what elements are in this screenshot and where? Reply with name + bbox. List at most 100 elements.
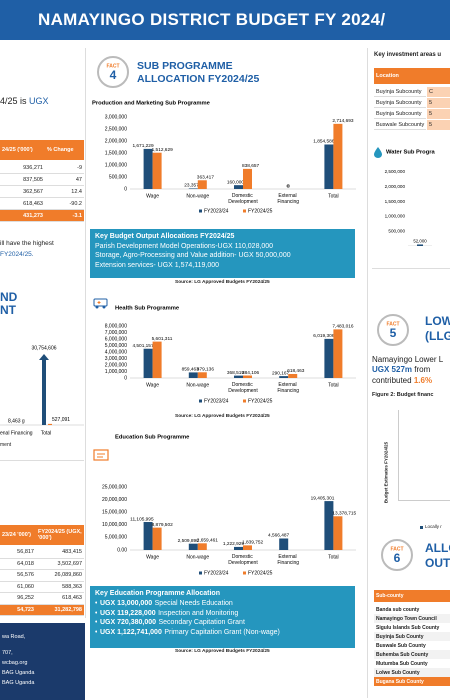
bar [234,546,243,550]
allocation-table: 23/24 '000') FY2024/25 (UGX, '000') 56,817… [0,525,84,620]
legend-label: Locally r [425,524,442,529]
table-cell: Buswale Sub County [376,642,426,649]
health-icon [93,298,108,309]
box-item: • UGX 119,228,000 Inspection and Monitorin… [95,609,353,619]
badge-number: 6 [394,551,401,565]
value-label: 1,671,229 [132,143,153,149]
icon-shape [374,147,382,158]
table-header: Location [374,68,450,84]
x-tick-label: Total [328,554,339,560]
y-tick-label: 500,000 [388,228,405,233]
health-chart: Health Sub Programme01,000,0002,000,0003… [105,306,356,404]
header-title: NAMAYINGO DISTRICT BUDGET FY 2024/ [38,10,386,29]
y-tick-label: 500,000 [109,174,127,180]
legend-swatch [199,399,202,403]
fact-badge: FACT 6 [381,539,413,571]
badge-circle [381,539,413,571]
education-icon [93,449,109,461]
source: Source: LG Approved Budgets FY2024/25 [175,414,270,419]
value-label: 8,879,502 [152,522,173,528]
bar [333,516,343,550]
value-label: 0 [287,183,290,189]
y-tick-label: 1,500,000 [385,199,406,204]
bar [197,180,207,189]
badge-label: FACT [106,63,119,69]
intro: 4/25 is UGX [0,96,49,106]
figure-title: Figure 2: Budget financ [372,392,434,398]
table-cell: 56,576 [0,570,36,582]
water-icon [374,147,382,158]
divider [367,48,368,698]
value-label: 6,019,306 [313,333,334,339]
bar [197,543,207,550]
bar [324,144,334,189]
badge-circle [377,314,409,346]
legend-label: FY2023/24 [204,570,229,576]
output-box-text: Key Budget Output Allocations FY2024/25 P… [95,232,353,270]
value-label: 859,463 [182,367,200,373]
bar [243,545,252,550]
bar [152,152,162,189]
legend-swatch [420,526,423,529]
value-label: 30,754,606 [31,345,56,351]
table-cell: 64,018 [0,559,36,570]
y-tick-label: 5,000,000 [105,535,127,541]
bar [48,423,52,425]
axis-label: Budget Estimates FY2024/25 [383,441,389,504]
table-cell: 362,567 [0,186,45,198]
fact-text-part: from [414,365,431,374]
bar [188,543,198,550]
bar [197,372,207,378]
investments-table: Location Buyinja Subcounty C Buyinja Subcou… [374,68,450,132]
box-text: Special Needs Education [154,600,233,607]
fact-badge: FACT 4 [97,56,129,88]
bar [324,501,334,550]
divider [0,460,84,461]
table-cell: 588,363 [36,582,84,593]
fact-text: Namayingo Lower L [372,355,444,364]
table-cell: -3.1 [45,210,84,222]
table-cell: 96,252 [0,593,36,605]
divider [372,268,450,269]
box-text: Primary Capitation Grant (Non-wage) [164,628,280,636]
production-chart: Production and Marketing Sub Programme 0 5… [92,101,356,214]
value-label: 5,601,311 [152,336,173,342]
fact-title: SUB PROGRAMME [137,60,233,72]
box-item: • UGX 1,122,741,000 Primary Capitation Gra… [95,628,353,638]
intro-highlight: UGX [29,96,49,106]
table-cell: 5 [427,98,450,108]
y-tick-label: 0 [124,375,127,381]
y-tick-label: 1,000,000 [105,369,127,375]
section-heading: NT [0,303,16,317]
table-cell: Buyinja Subcounty [374,87,426,97]
icon-shape [93,449,109,461]
box-text: Inspection and Monitoring [158,609,239,617]
table-cell: 12.4 [45,186,84,198]
fact-badge: FACT 5 [377,314,409,346]
table-cell: 31,282,798 [36,604,84,616]
legend-swatch [243,209,246,213]
y-tick-label: 6,000,000 [105,336,127,342]
x-tick-label: External Financing [277,193,299,205]
value-label: 527,091 [52,417,70,423]
bar [143,522,153,550]
table-cell: 618,463 [36,593,84,605]
investments-title: Key investment areas u [374,52,442,58]
axis-line [398,500,450,501]
icon-shape [95,305,99,309]
x-tick-label: Total [328,193,339,199]
header-band [0,0,450,40]
table-cell: -9 [45,162,84,174]
value-label: 7,483,016 [332,324,353,330]
x-tick-label: Wage [146,382,159,388]
fact-highlight: 1.6% [413,376,433,385]
box-amount: UGX 119,228,000 [99,609,156,617]
table-cell: 54,723 [0,604,36,616]
x-tick-label: Domestic Development [228,382,258,394]
footer-line: wcbag.org [2,659,28,666]
box-text: Secondary Capitation Grant [158,619,245,627]
value-label: 13,378,715 [332,511,356,517]
note-line: FY2024/25. [0,251,34,258]
badge-label: FACT [386,321,399,327]
